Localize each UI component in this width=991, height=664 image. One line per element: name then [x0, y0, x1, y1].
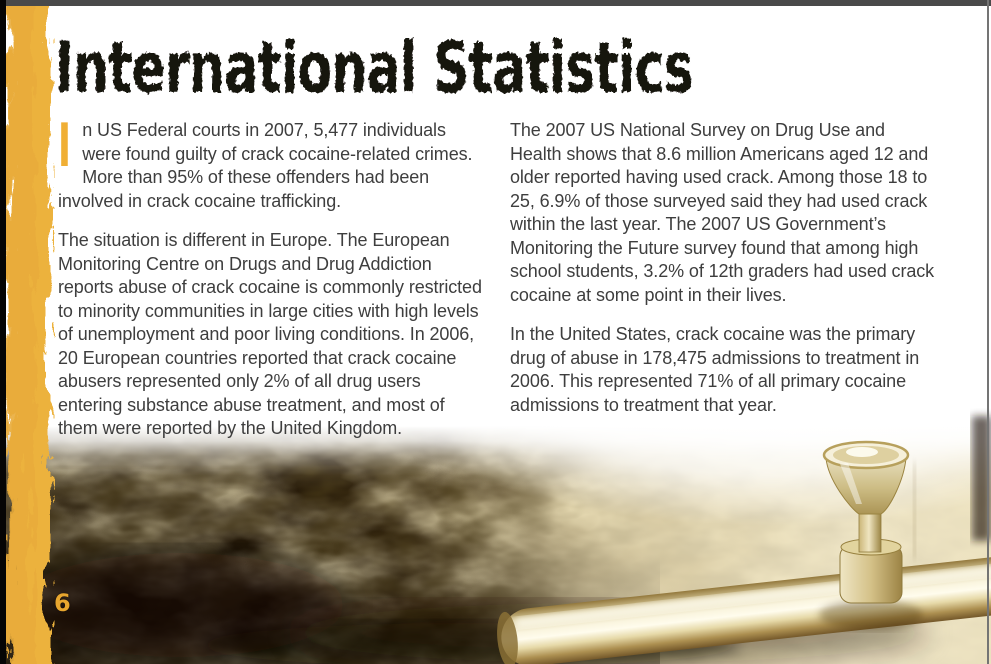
- collar-shadow: [819, 600, 923, 630]
- bowl-stem: [858, 507, 882, 553]
- bowl-funnel: [825, 457, 907, 515]
- page-title: International Statistics: [55, 28, 693, 109]
- paragraph-text: In the United States, crack cocaine was …: [510, 324, 920, 415]
- paragraph-text: The situation is different in Europe. Th…: [58, 230, 482, 438]
- crack-pipe-photo: [0, 408, 991, 664]
- bowl-glint: [846, 447, 878, 457]
- page-number: 6: [54, 589, 71, 617]
- right-page-border: [987, 0, 989, 664]
- photo-right-edge-shadow: [972, 416, 991, 541]
- pipe-bowl: [822, 440, 910, 604]
- page-title-svg: International Statistics: [55, 28, 694, 109]
- paragraph-text: The 2007 US National Survey on Drug Use …: [510, 120, 935, 305]
- paragraph: In the United States, crack cocaine was …: [510, 323, 940, 417]
- page-title-wrap: International Statistics: [55, 26, 845, 115]
- paragraph: The 2007 US National Survey on Drug Use …: [510, 119, 940, 307]
- column-right: The 2007 US National Survey on Drug Use …: [510, 119, 940, 457]
- left-edge-bar: [0, 0, 6, 664]
- paragraph-text: n US Federal courts in 2007, 5,477 indiv…: [58, 120, 473, 211]
- paragraph: The situation is different in Europe. Th…: [58, 229, 488, 441]
- top-bar: [6, 0, 991, 6]
- dropcap-i: I: [58, 111, 71, 181]
